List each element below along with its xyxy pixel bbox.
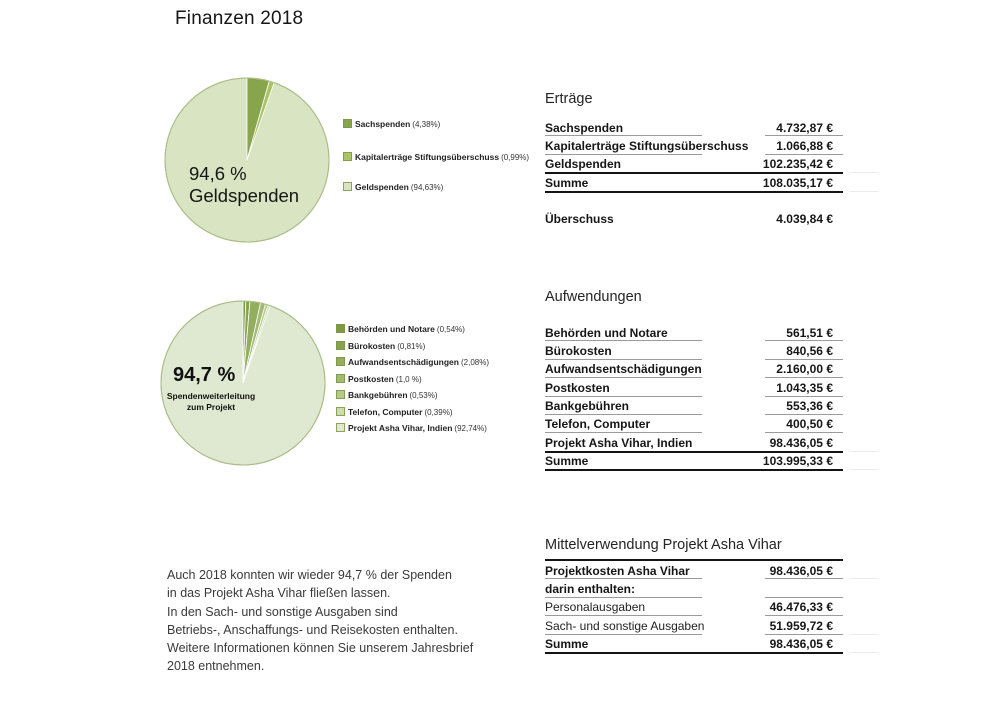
legend-swatch-icon — [336, 406, 345, 416]
table-row: Projektkosten Asha Vihar 98.436,05 € — [545, 561, 878, 580]
legend-item-postkosten: Postkosten (1,0 %) — [336, 373, 422, 384]
legend-percent: (0,53%) — [409, 391, 438, 400]
legend-item-buerokosten: Bürokosten (0,81%) — [336, 340, 426, 351]
table-total-row: Summe 108.035,17 € — [545, 173, 878, 193]
table-row: Sach- und sonstige Ausgaben 51.959,72 € — [545, 616, 878, 635]
income-pie-percent: 94,6 % — [189, 163, 247, 184]
table-total-row: Summe 103.995,33 € — [545, 452, 878, 472]
project-funds-heading: Mittelverwendung Projekt Asha Vihar — [545, 537, 782, 553]
note-line: Betriebs-, Anschaffungs- und Reisekosten… — [167, 622, 458, 637]
legend-percent: (94,63%) — [410, 182, 444, 192]
legend-item-projekt-asha-vihar: Projekt Asha Vihar, Indien (92,74%) — [336, 423, 487, 433]
legend-item-telefon-computer: Telefon, Computer (0,39%) — [336, 406, 453, 417]
table-row: Aufwandsentschädigungen 2.160,00 € — [545, 360, 843, 379]
expenses-table: Behörden und Notare 561,51 € Bürokosten … — [545, 323, 878, 472]
legend-percent: (92,74%) — [454, 424, 487, 433]
expenses-section: Aufwendungen Behörden und Notare 561,51 … — [545, 288, 878, 472]
legend-percent: (0,99%) — [501, 152, 530, 162]
legend-item-aufwandsentschaedigungen: Aufwandsentschädigungen (2,08%) — [336, 357, 489, 367]
income-heading: Erträge — [545, 91, 593, 107]
legend-swatch-icon — [343, 119, 352, 128]
table-row: Bürokosten 840,56 € — [545, 341, 843, 360]
expenses-pie-caption: Spendenweiterleitung zum Projekt — [166, 391, 256, 412]
legend-swatch-icon — [343, 181, 352, 191]
legend-item-geldspenden: Geldspenden (94,63%) — [343, 181, 444, 192]
legend-swatch-icon — [336, 390, 345, 399]
table-row: Sachspenden 4.732,87 € — [545, 118, 843, 137]
legend-swatch-icon — [336, 423, 345, 432]
table-row: Kapitalerträge Stiftungsüberschuss 1.066… — [545, 136, 843, 155]
table-total-row: Summe 98.436,05 € — [545, 635, 878, 655]
surplus-row: Überschuss 4.039,84 € — [545, 212, 833, 227]
table-row: Telefon, Computer 400,50 € — [545, 415, 843, 434]
note-paragraph: Auch 2018 konnten wir wieder 94,7 % der … — [167, 566, 473, 676]
income-pie-center-label: 94,6 % Geldspenden — [189, 163, 299, 206]
legend-label: Postkosten — [348, 373, 394, 384]
legend-item-kapitalertraege: Kapitalerträge Stiftungsüberschuss (0,99%… — [343, 151, 530, 162]
legend-label: Projekt Asha Vihar, Indien — [348, 423, 453, 433]
legend-percent: (2,08%) — [460, 358, 489, 367]
legend-swatch-icon — [336, 340, 345, 350]
legend-swatch-icon — [336, 357, 345, 366]
legend-percent: (4,38%) — [412, 120, 441, 129]
income-pie-caption: Geldspenden — [189, 184, 300, 206]
page-title: Finanzen 2018 — [175, 8, 304, 29]
legend-label: Sachspenden — [355, 119, 411, 129]
note-line: Weitere Informationen können Sie unserem… — [167, 641, 474, 656]
legend-swatch-icon — [336, 324, 345, 333]
legend-swatch-icon — [343, 151, 352, 161]
table-row: Geldspenden 102.235,42 € — [545, 155, 878, 175]
legend-item-bankgebuehren: Bankgebühren (0,53%) — [336, 390, 438, 400]
note-line: in das Projekt Asha Vihar fließen lassen… — [167, 586, 391, 601]
legend-label: Geldspenden — [355, 181, 409, 192]
legend-label: Behörden und Notare — [348, 324, 435, 334]
legend-percent: (0,39%) — [424, 407, 453, 417]
legend-label: Telefon, Computer — [348, 406, 423, 417]
expenses-heading: Aufwendungen — [545, 289, 642, 305]
expenses-pie-chart — [160, 300, 326, 466]
note-line: 2018 entnehmen. — [167, 659, 265, 674]
table-row: Bankgebühren 553,36 € — [545, 397, 843, 415]
legend-swatch-icon — [336, 373, 345, 383]
legend-label: Kapitalerträge Stiftungsüberschuss — [355, 151, 500, 162]
expenses-pie-percent: 94,7 % — [173, 364, 236, 386]
legend-percent: (0,54%) — [436, 325, 465, 334]
legend-item-behoerden: Behörden und Notare (0,54%) — [336, 324, 465, 334]
table-row: Behörden und Notare 561,51 € — [545, 323, 843, 342]
income-pie-chart — [164, 77, 330, 243]
expenses-pie-center-label: 94,7 % Spendenweiterleitung zum Projekt — [156, 363, 266, 412]
legend-label: Bankgebühren — [348, 390, 408, 400]
legend-label: Bürokosten — [348, 340, 396, 351]
legend-percent: (0,81%) — [397, 341, 426, 351]
income-table: Sachspenden 4.732,87 € Kapitalerträge St… — [545, 118, 878, 228]
note-line: Auch 2018 konnten wir wieder 94,7 % der … — [167, 568, 452, 582]
legend-item-sachspenden: Sachspenden (4,38%) — [343, 119, 440, 129]
income-section: Erträge Sachspenden 4.732,87 € Kapitaler… — [545, 90, 878, 228]
note-line: In den Sach- und sonstige Ausgaben sind — [167, 604, 398, 619]
table-row: darin enthalten: — [545, 579, 843, 598]
table-row: Personalausgaben 46.476,33 € — [545, 598, 843, 617]
legend-label: Aufwandsentschädigungen — [348, 357, 459, 367]
table-row: Projekt Asha Vihar, Indien 98.436,05 € — [545, 433, 878, 454]
project-funds-table: Projektkosten Asha Vihar 98.436,05 € dar… — [545, 559, 878, 655]
project-funds-section: Mittelverwendung Projekt Asha Vihar Proj… — [545, 536, 878, 655]
legend-percent: (1,0 %) — [395, 374, 422, 384]
table-row: Postkosten 1.043,35 € — [545, 378, 843, 397]
